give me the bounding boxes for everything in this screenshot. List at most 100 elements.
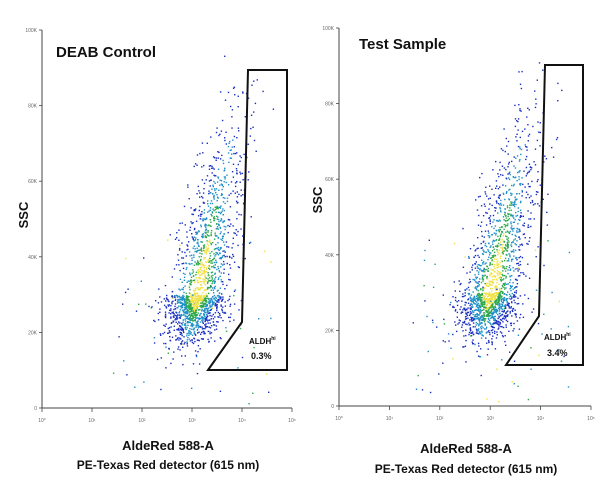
event-dot bbox=[180, 296, 182, 299]
event-dot bbox=[209, 302, 211, 305]
event-dot bbox=[507, 219, 509, 221]
event-dot bbox=[178, 312, 180, 314]
event-dot bbox=[462, 227, 464, 230]
event-dot bbox=[486, 398, 488, 400]
event-dot bbox=[511, 297, 513, 299]
event-dot bbox=[483, 307, 485, 309]
event-dot bbox=[492, 329, 494, 331]
event-dot bbox=[492, 296, 494, 298]
event-dot bbox=[215, 325, 218, 327]
event-dot bbox=[517, 120, 519, 123]
event-dot bbox=[490, 317, 492, 319]
event-dot bbox=[195, 231, 197, 234]
event-dot bbox=[502, 216, 505, 218]
event-dot bbox=[514, 200, 516, 202]
event-dot bbox=[211, 276, 213, 279]
event-dot bbox=[476, 332, 478, 334]
event-dot bbox=[236, 202, 238, 204]
event-dot bbox=[489, 283, 491, 285]
event-dot bbox=[501, 244, 503, 246]
event-dot bbox=[506, 315, 508, 317]
event-dot bbox=[525, 197, 527, 199]
event-dot bbox=[502, 149, 504, 152]
event-dot bbox=[199, 252, 201, 254]
event-dot bbox=[205, 319, 208, 321]
event-dot bbox=[201, 166, 203, 168]
event-dot bbox=[498, 310, 501, 312]
event-dot bbox=[206, 280, 208, 283]
event-dot bbox=[506, 247, 509, 249]
event-dot bbox=[491, 284, 493, 286]
event-dot bbox=[188, 317, 190, 320]
event-dot bbox=[496, 272, 498, 274]
event-dot bbox=[464, 294, 466, 297]
event-dot bbox=[156, 358, 159, 361]
event-dot bbox=[200, 247, 203, 249]
event-dot bbox=[495, 337, 498, 339]
event-dot bbox=[216, 205, 218, 208]
event-dot bbox=[185, 301, 187, 304]
event-dot bbox=[220, 205, 222, 207]
event-dot bbox=[199, 321, 202, 323]
event-dot bbox=[489, 315, 492, 317]
event-dot bbox=[236, 191, 238, 193]
event-dot bbox=[195, 326, 197, 328]
event-dot bbox=[518, 193, 521, 195]
event-dot bbox=[206, 282, 209, 285]
event-dot bbox=[183, 298, 185, 300]
event-dot bbox=[214, 303, 216, 305]
event-dot bbox=[213, 266, 215, 269]
event-dot bbox=[173, 313, 175, 315]
event-dot bbox=[216, 301, 218, 303]
event-dot bbox=[185, 304, 187, 306]
event-dot bbox=[480, 309, 482, 312]
event-dot bbox=[204, 320, 206, 323]
event-dot bbox=[210, 301, 212, 303]
event-dot bbox=[481, 278, 483, 280]
event-dot bbox=[519, 216, 521, 218]
event-dot bbox=[197, 317, 199, 319]
event-dot bbox=[217, 248, 220, 251]
event-dot bbox=[192, 247, 194, 249]
event-dot bbox=[188, 286, 191, 288]
event-dot bbox=[476, 281, 478, 283]
event-dot bbox=[200, 318, 202, 320]
event-dot bbox=[503, 307, 506, 310]
event-dot bbox=[464, 289, 467, 291]
event-dot bbox=[462, 321, 464, 324]
event-dot bbox=[495, 299, 498, 301]
event-dot bbox=[198, 317, 200, 319]
event-dot bbox=[486, 195, 488, 197]
event-dot bbox=[210, 337, 212, 339]
event-dot bbox=[184, 303, 186, 306]
event-dot bbox=[181, 304, 183, 307]
event-dot bbox=[452, 306, 454, 308]
event-dot bbox=[176, 232, 178, 234]
event-dot bbox=[206, 297, 208, 300]
event-dot bbox=[492, 311, 494, 314]
event-dot bbox=[218, 313, 221, 315]
event-dot bbox=[454, 296, 457, 299]
event-dot bbox=[216, 295, 219, 297]
event-dot bbox=[203, 313, 205, 315]
event-dot bbox=[481, 297, 483, 299]
event-dot bbox=[481, 172, 483, 175]
event-dot bbox=[503, 266, 505, 268]
event-dot bbox=[211, 299, 213, 302]
event-dot bbox=[194, 227, 196, 230]
event-dot bbox=[525, 158, 527, 161]
event-dot bbox=[185, 298, 187, 301]
event-dot bbox=[151, 306, 153, 308]
event-dot bbox=[263, 250, 266, 253]
event-dot bbox=[486, 315, 488, 317]
event-dot bbox=[506, 191, 508, 193]
event-dot bbox=[195, 355, 198, 358]
event-dot bbox=[476, 247, 478, 250]
gate-name-label: ALDHhi bbox=[249, 336, 276, 346]
event-dot bbox=[223, 254, 225, 257]
event-dot bbox=[189, 307, 191, 309]
event-dot bbox=[193, 236, 196, 238]
event-dot bbox=[470, 335, 472, 337]
event-dot bbox=[214, 287, 216, 290]
